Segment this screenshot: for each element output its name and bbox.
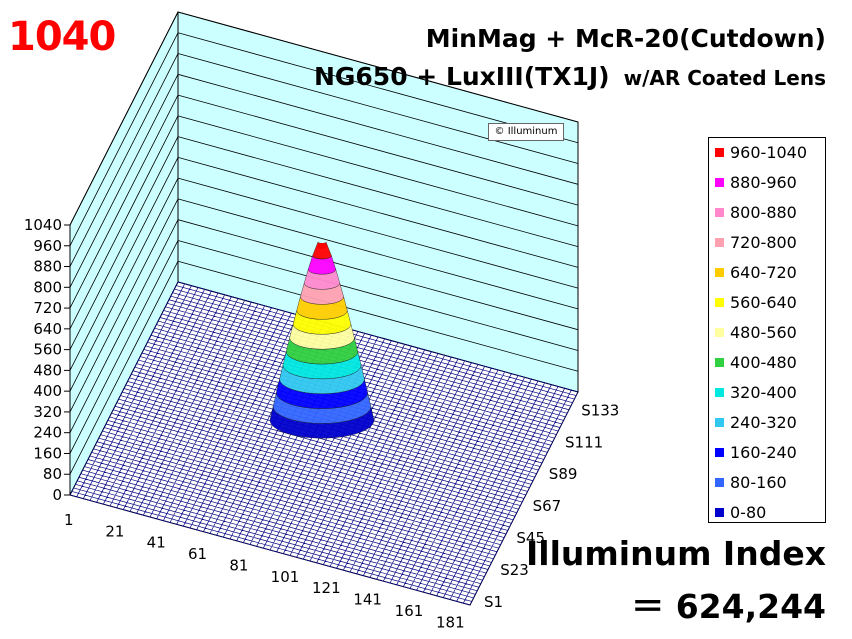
z-tick-label: 640 — [33, 320, 62, 338]
legend-swatch — [715, 207, 724, 217]
title-line-2-main: NG650 + LuxIII(TX1J) — [313, 62, 610, 91]
x-tick-label: 161 — [395, 602, 424, 620]
legend-swatch — [715, 237, 724, 247]
peak-value: 1040 — [8, 14, 116, 60]
legend-item: 880-960 — [715, 173, 797, 193]
legend-swatch — [715, 507, 724, 517]
legend-label: 0-80 — [730, 503, 767, 522]
legend-label: 720-800 — [730, 233, 797, 252]
x-tick-label: 41 — [147, 534, 166, 552]
legend-swatch — [715, 177, 724, 187]
legend-item: 560-640 — [715, 293, 797, 313]
legend-label: 240-320 — [730, 413, 797, 432]
legend-item: 960-1040 — [715, 143, 807, 163]
z-tick-label: 880 — [33, 258, 62, 276]
y-tick-label: S111 — [565, 433, 603, 451]
x-tick-label: 121 — [312, 579, 341, 597]
legend-item: 480-560 — [715, 323, 797, 343]
y-tick-label: S45 — [516, 529, 545, 547]
legend-label: 160-240 — [730, 443, 797, 462]
y-axis: S1 S23 S45 S67 S89 S111 S133 — [484, 401, 619, 611]
legend-swatch — [715, 387, 724, 397]
legend-item: 240-320 — [715, 413, 797, 433]
z-tick-label: 1040 — [24, 216, 62, 234]
z-tick-label: 0 — [52, 486, 62, 504]
legend-label: 480-560 — [730, 323, 797, 342]
legend-label: 640-720 — [730, 263, 797, 282]
legend-item: 400-480 — [715, 353, 797, 373]
legend: 960-1040 880-960 800-880 720-800 640-720 560-… — [708, 137, 826, 523]
legend-item: 320-400 — [715, 383, 797, 403]
legend-label: 880-960 — [730, 173, 797, 192]
x-tick-label: 21 — [105, 522, 124, 540]
x-tick-label: 101 — [271, 568, 300, 586]
legend-label: 400-480 — [730, 353, 797, 372]
title-line-2-note: w/AR Coated Lens — [623, 66, 826, 90]
z-axis: 0 80 160 240 320 400 480 560 640 720 800 880 960 1040 — [24, 216, 71, 504]
legend-label: 80-160 — [730, 473, 787, 492]
legend-item: 80-160 — [715, 473, 787, 493]
y-tick-label: S89 — [549, 465, 578, 483]
y-tick-label: S67 — [533, 497, 562, 515]
left-wall — [69, 11, 179, 496]
legend-swatch — [715, 147, 724, 157]
z-tick-label: 720 — [33, 299, 62, 317]
legend-swatch — [715, 327, 724, 337]
legend-item: 0-80 — [715, 503, 766, 523]
z-tick-label: 480 — [33, 361, 62, 379]
x-tick-label: 1 — [64, 511, 74, 529]
legend-item: 720-800 — [715, 233, 797, 253]
floor-surface — [69, 281, 579, 606]
watermark: © Illuminum — [488, 123, 564, 141]
title-line-1: MinMag + McR-20(Cutdown) — [425, 24, 826, 53]
index-label: Illuminum Index — [525, 534, 826, 573]
legend-item: 800-880 — [715, 203, 797, 223]
legend-label: 560-640 — [730, 293, 797, 312]
z-tick-label: 400 — [33, 382, 62, 400]
index-value: ＝ 624,244 — [631, 587, 826, 626]
x-tick-label: 141 — [353, 591, 382, 609]
light-spike — [269, 241, 375, 439]
legend-item: 640-720 — [715, 263, 797, 283]
y-tick-label: S133 — [581, 401, 619, 419]
legend-swatch — [715, 357, 724, 367]
z-tick-label: 560 — [33, 341, 62, 359]
legend-label: 320-400 — [730, 383, 797, 402]
back-wall — [177, 11, 579, 393]
legend-label: 960-1040 — [730, 143, 808, 162]
z-tick-label: 80 — [43, 465, 62, 483]
legend-swatch — [715, 447, 724, 457]
legend-item: 160-240 — [715, 443, 797, 463]
z-tick-label: 320 — [33, 403, 62, 421]
z-tick-label: 800 — [33, 278, 62, 296]
x-tick-label: 181 — [436, 613, 465, 631]
z-tick-label: 240 — [33, 424, 62, 442]
z-tick-label: 160 — [33, 444, 62, 462]
legend-swatch — [715, 417, 724, 427]
spike-tip — [317, 243, 327, 249]
y-tick-label: S23 — [500, 561, 529, 579]
legend-swatch — [715, 297, 724, 307]
legend-label: 800-880 — [730, 203, 797, 222]
y-tick-label: S1 — [484, 593, 503, 611]
x-tick-label: 61 — [188, 545, 207, 563]
legend-swatch — [715, 267, 724, 277]
z-tick-label: 960 — [33, 237, 62, 255]
title-line-2: NG650 + LuxIII(TX1J) w/AR Coated Lens — [314, 62, 826, 91]
x-tick-label: 81 — [229, 556, 248, 574]
legend-swatch — [715, 477, 724, 487]
